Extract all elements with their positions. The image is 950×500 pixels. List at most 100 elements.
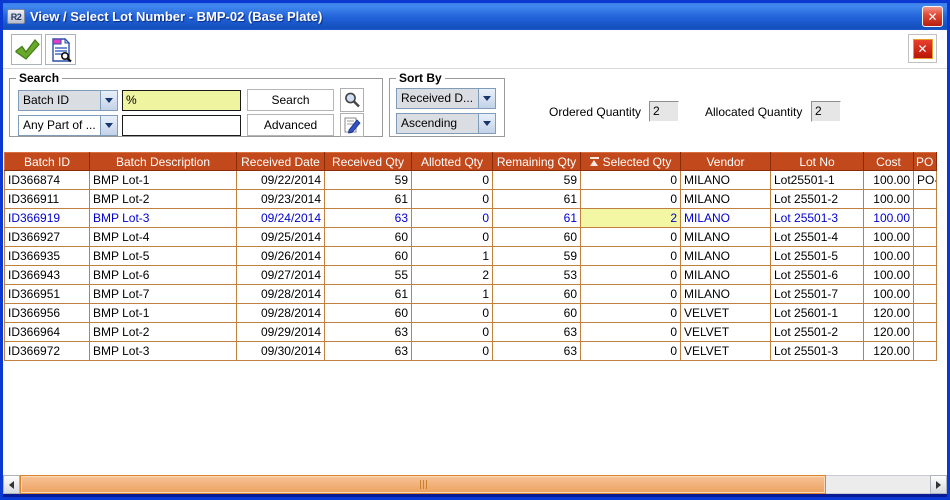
- cell-received_qty[interactable]: 60: [324, 246, 412, 266]
- accept-button[interactable]: [11, 34, 42, 65]
- cell-batch_description[interactable]: BMP Lot-1: [89, 170, 237, 190]
- cell-cost[interactable]: 120.00: [863, 303, 914, 323]
- advanced-search-icon-button[interactable]: [340, 113, 364, 137]
- cell-vendor[interactable]: MILANO: [680, 284, 771, 304]
- table-row[interactable]: ID366972 BMP Lot-3 09/30/2014 63 0 63 0 VELVET L…: [4, 341, 937, 361]
- cell-lot_no[interactable]: Lot 25501-4: [770, 227, 864, 247]
- cell-received_date[interactable]: 09/28/2014: [236, 303, 325, 323]
- cell-received_qty[interactable]: 63: [324, 322, 412, 342]
- cell-received_date[interactable]: 09/30/2014: [236, 341, 325, 361]
- cell-lot_no[interactable]: Lot 25501-6: [770, 265, 864, 285]
- cell-lot_no[interactable]: Lot 25501-2: [770, 189, 864, 209]
- cell-batch_id[interactable]: ID366943: [4, 265, 90, 285]
- cell-received_qty[interactable]: 63: [324, 208, 412, 228]
- cell-po_no[interactable]: [913, 303, 937, 323]
- chevron-down-icon[interactable]: [100, 90, 117, 110]
- cell-received_date[interactable]: 09/22/2014: [236, 170, 325, 190]
- cell-batch_description[interactable]: BMP Lot-2: [89, 322, 237, 342]
- cell-remaining_qty[interactable]: 61: [492, 189, 581, 209]
- cell-batch_id[interactable]: ID366919: [4, 208, 90, 228]
- cell-vendor[interactable]: MILANO: [680, 227, 771, 247]
- cell-batch_description[interactable]: BMP Lot-3: [89, 341, 237, 361]
- search-field-combobox[interactable]: Batch ID: [18, 89, 118, 111]
- cell-remaining_qty[interactable]: 63: [492, 322, 581, 342]
- cell-batch_id[interactable]: ID366874: [4, 170, 90, 190]
- cell-cost[interactable]: 120.00: [863, 322, 914, 342]
- column-header-batch_id[interactable]: Batch ID: [4, 152, 90, 171]
- cell-batch_description[interactable]: BMP Lot-5: [89, 246, 237, 266]
- cell-remaining_qty[interactable]: 59: [492, 246, 581, 266]
- table-row[interactable]: ID366919 BMP Lot-3 09/24/2014 63 0 61 2 MILANO L…: [4, 208, 937, 228]
- table-row[interactable]: ID366943 BMP Lot-6 09/27/2014 55 2 53 0 MILANO L…: [4, 265, 937, 285]
- cell-cost[interactable]: 100.00: [863, 227, 914, 247]
- cell-allotted_qty[interactable]: 0: [411, 341, 493, 361]
- cell-allotted_qty[interactable]: 0: [411, 170, 493, 190]
- cell-vendor[interactable]: MILANO: [680, 246, 771, 266]
- cell-remaining_qty[interactable]: 60: [492, 284, 581, 304]
- column-header-received_date[interactable]: Received Date: [236, 152, 325, 171]
- column-header-received_qty[interactable]: Received Qty: [324, 152, 412, 171]
- cell-lot_no[interactable]: Lot 25501-3: [770, 341, 864, 361]
- column-header-selected_qty[interactable]: Selected Qty: [580, 152, 681, 171]
- cell-received_qty[interactable]: 60: [324, 227, 412, 247]
- cell-lot_no[interactable]: Lot 25501-2: [770, 322, 864, 342]
- cell-cost[interactable]: 100.00: [863, 284, 914, 304]
- close-button[interactable]: ✕: [922, 6, 943, 27]
- cell-lot_no[interactable]: Lot25501-1: [770, 170, 864, 190]
- cell-batch_id[interactable]: ID366964: [4, 322, 90, 342]
- column-header-remaining_qty[interactable]: Remaining Qty: [492, 152, 581, 171]
- cell-received_date[interactable]: 09/25/2014: [236, 227, 325, 247]
- cell-batch_id[interactable]: ID366956: [4, 303, 90, 323]
- cell-selected_qty[interactable]: 0: [580, 189, 681, 209]
- table-row[interactable]: ID366956 BMP Lot-1 09/28/2014 60 0 60 0 VELVET L…: [4, 303, 937, 323]
- cell-batch_description[interactable]: BMP Lot-2: [89, 189, 237, 209]
- table-row[interactable]: ID366927 BMP Lot-4 09/25/2014 60 0 60 0 MILANO L…: [4, 227, 937, 247]
- search-button[interactable]: Search: [247, 89, 334, 111]
- sort-direction-combobox[interactable]: Ascending: [396, 113, 496, 134]
- cell-po_no[interactable]: [913, 208, 937, 228]
- cell-selected_qty[interactable]: 0: [580, 303, 681, 323]
- cell-po_no[interactable]: PO-0: [913, 170, 937, 190]
- cell-allotted_qty[interactable]: 0: [411, 322, 493, 342]
- cell-allotted_qty[interactable]: 0: [411, 208, 493, 228]
- cell-cost[interactable]: 120.00: [863, 341, 914, 361]
- cell-cost[interactable]: 100.00: [863, 189, 914, 209]
- cell-selected_qty[interactable]: 0: [580, 341, 681, 361]
- cell-po_no[interactable]: [913, 265, 937, 285]
- scroll-right-arrow[interactable]: [930, 475, 947, 494]
- cell-allotted_qty[interactable]: 2: [411, 265, 493, 285]
- cell-remaining_qty[interactable]: 53: [492, 265, 581, 285]
- cell-received_qty[interactable]: 61: [324, 284, 412, 304]
- cell-batch_id[interactable]: ID366951: [4, 284, 90, 304]
- search-match-combobox[interactable]: Any Part of ...: [18, 114, 118, 136]
- search-magnifier-button[interactable]: [340, 88, 364, 112]
- column-header-po_no[interactable]: PO No: [913, 152, 937, 171]
- cell-received_date[interactable]: 09/28/2014: [236, 284, 325, 304]
- table-row[interactable]: ID366964 BMP Lot-2 09/29/2014 63 0 63 0 VELVET L…: [4, 322, 937, 342]
- column-header-vendor[interactable]: Vendor: [680, 152, 771, 171]
- cell-batch_id[interactable]: ID366935: [4, 246, 90, 266]
- cell-cost[interactable]: 100.00: [863, 170, 914, 190]
- cell-lot_no[interactable]: Lot 25501-3: [770, 208, 864, 228]
- cell-cost[interactable]: 100.00: [863, 208, 914, 228]
- cell-batch_description[interactable]: BMP Lot-3: [89, 208, 237, 228]
- cell-po_no[interactable]: [913, 341, 937, 361]
- scroll-left-arrow[interactable]: [3, 475, 20, 494]
- cell-allotted_qty[interactable]: 1: [411, 284, 493, 304]
- chevron-down-icon[interactable]: [478, 114, 495, 133]
- cell-batch_description[interactable]: BMP Lot-6: [89, 265, 237, 285]
- cell-batch_description[interactable]: BMP Lot-4: [89, 227, 237, 247]
- cell-vendor[interactable]: MILANO: [680, 170, 771, 190]
- cell-vendor[interactable]: VELVET: [680, 303, 771, 323]
- print-preview-button[interactable]: [45, 34, 76, 65]
- column-header-batch_description[interactable]: Batch Description: [89, 152, 237, 171]
- cell-po_no[interactable]: [913, 246, 937, 266]
- secondary-search-input[interactable]: [122, 114, 241, 136]
- cell-remaining_qty[interactable]: 63: [492, 341, 581, 361]
- cell-received_qty[interactable]: 55: [324, 265, 412, 285]
- cell-po_no[interactable]: [913, 284, 937, 304]
- cell-received_qty[interactable]: 61: [324, 189, 412, 209]
- cell-remaining_qty[interactable]: 61: [492, 208, 581, 228]
- cell-lot_no[interactable]: Lot 25501-7: [770, 284, 864, 304]
- sortby-combobox[interactable]: Received D...: [396, 88, 496, 109]
